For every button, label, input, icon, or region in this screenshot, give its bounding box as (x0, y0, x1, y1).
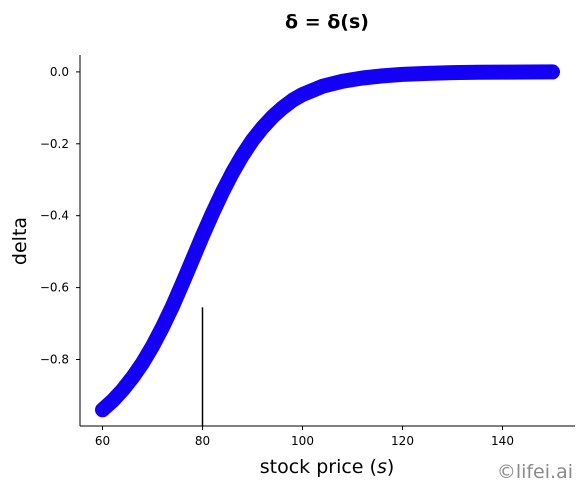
y-tick-label: −0.6 (40, 281, 69, 295)
x-axis-ticks: 60 80 100 120 140 (95, 426, 514, 448)
x-axis-label: stock price (s) (260, 456, 395, 478)
plot-area (95, 64, 560, 426)
x-tick-label: 120 (391, 434, 414, 448)
y-tick-label: −0.4 (40, 209, 69, 223)
x-tick-label: 140 (491, 434, 514, 448)
x-tick-label: 60 (95, 434, 110, 448)
x-tick-label: 80 (195, 434, 210, 448)
y-axis-ticks: 0.0 −0.2 −0.4 −0.6 −0.8 (40, 65, 80, 366)
y-tick-label: −0.8 (40, 352, 69, 366)
x-tick-label: 100 (291, 434, 314, 448)
chart-title: δ = δ(s) (285, 11, 369, 33)
y-axis-label: delta (9, 217, 31, 265)
delta-curve-line (95, 64, 560, 418)
y-tick-label: −0.2 (40, 137, 69, 151)
y-tick-label: 0.0 (50, 65, 69, 79)
watermark: ©lifei.ai (497, 461, 573, 483)
